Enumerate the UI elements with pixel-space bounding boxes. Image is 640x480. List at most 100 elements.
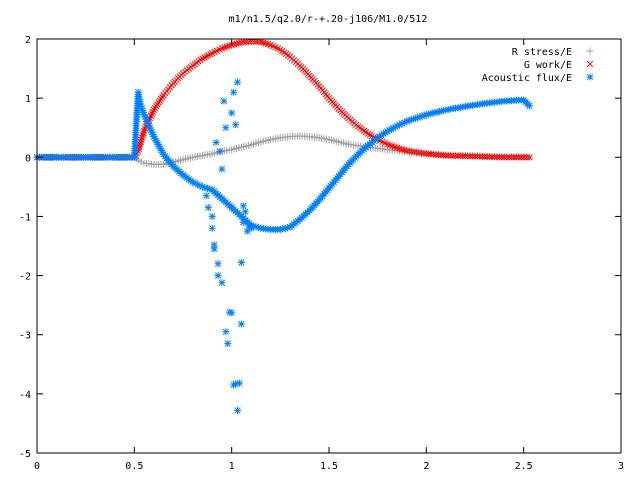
data-point <box>218 165 226 173</box>
data-point <box>471 153 479 160</box>
data-point <box>214 272 222 280</box>
data-point <box>466 153 474 160</box>
y-tick-label: -2 <box>19 272 31 283</box>
data-point <box>203 53 210 60</box>
data-point <box>204 204 212 212</box>
data-point <box>230 41 238 48</box>
data-point <box>234 78 242 86</box>
data-point <box>526 102 534 110</box>
data-point <box>493 153 501 161</box>
data-point <box>408 148 415 155</box>
data-point <box>239 202 247 210</box>
chart-title: m1/n1.5/q2.0/r-+.20-j106/M1.0/512 <box>229 14 428 25</box>
legend-label: G work/E <box>524 60 572 71</box>
x-tick-label: 1 <box>229 461 235 472</box>
data-point <box>415 149 423 156</box>
data-point <box>474 153 481 160</box>
data-point <box>212 139 220 146</box>
y-tick-label: -5 <box>19 449 31 460</box>
data-point <box>496 153 503 161</box>
x-tick-label: 0 <box>34 461 40 472</box>
data-point <box>201 54 208 61</box>
data-point <box>513 154 520 161</box>
data-point <box>520 154 527 161</box>
x-tick-label: 1.5 <box>320 461 338 472</box>
data-point <box>216 147 224 155</box>
legend-marker <box>586 73 594 81</box>
data-point <box>476 153 484 160</box>
data-point <box>241 208 249 216</box>
data-point <box>503 154 510 161</box>
data-point <box>469 153 476 160</box>
data-point <box>208 224 216 232</box>
data-point <box>234 406 242 414</box>
data-point <box>205 52 212 59</box>
y-tick-label: -3 <box>19 331 31 342</box>
legend-label: Acoustic flux/E <box>482 73 572 84</box>
x-tick-label: 3 <box>618 461 624 472</box>
y-tick-label: 1 <box>25 94 31 105</box>
data-point <box>515 154 522 161</box>
data-point <box>452 152 459 159</box>
data-point <box>498 154 505 161</box>
data-point <box>237 320 245 328</box>
legend: R stress/E G work/E Acoustic flux/E <box>482 47 594 84</box>
data-point <box>139 132 146 139</box>
data-point <box>479 153 486 160</box>
data-point <box>228 309 236 317</box>
data-point <box>207 51 214 58</box>
data-point <box>235 379 243 387</box>
x-axis: 0 0.5 1 1.5 2 2.5 3 <box>34 39 624 472</box>
x-tick-label: 2.5 <box>515 461 533 472</box>
data-point <box>406 147 413 155</box>
data-point <box>255 38 262 45</box>
data-point <box>250 38 257 45</box>
data-point <box>202 192 210 200</box>
y-tick-label: -1 <box>19 212 31 223</box>
x-tick-label: 2 <box>423 461 429 472</box>
data-point <box>459 152 466 160</box>
y-tick-label: 2 <box>25 35 31 46</box>
data-point <box>488 153 496 161</box>
legend-marker <box>586 60 594 68</box>
data-point <box>440 152 447 159</box>
data-point <box>218 279 226 287</box>
data-point <box>140 129 147 137</box>
data-point <box>442 152 449 159</box>
y-tick-label: 0 <box>25 153 31 164</box>
data-point <box>252 38 260 45</box>
data-point <box>222 328 230 336</box>
data-point <box>228 109 236 117</box>
data-point <box>245 38 252 45</box>
data-point <box>510 154 518 161</box>
data-point <box>232 121 240 129</box>
data-point <box>508 154 515 161</box>
data-point <box>418 149 425 157</box>
data-point <box>447 152 454 159</box>
data-point <box>411 148 418 156</box>
data-point <box>220 97 228 105</box>
data-point <box>208 212 216 220</box>
data-point <box>228 204 236 212</box>
data-point <box>137 158 145 166</box>
data-point <box>138 134 146 141</box>
data-point <box>464 153 471 160</box>
data-point <box>445 152 452 159</box>
y-axis: 2 1 0 -1 -2 -3 -4 -5 <box>19 35 621 460</box>
chart-marks <box>33 38 534 414</box>
data-point <box>224 340 232 348</box>
legend-label: R stress/E <box>512 47 572 58</box>
data-point <box>491 153 498 161</box>
data-point <box>235 39 243 47</box>
data-point <box>138 136 145 144</box>
data-point <box>454 152 462 160</box>
data-point <box>523 154 530 161</box>
data-point <box>210 245 218 253</box>
data-point <box>481 153 488 160</box>
data-point <box>484 153 491 160</box>
data-point <box>239 218 247 226</box>
data-point <box>505 154 513 161</box>
data-point <box>233 40 240 47</box>
